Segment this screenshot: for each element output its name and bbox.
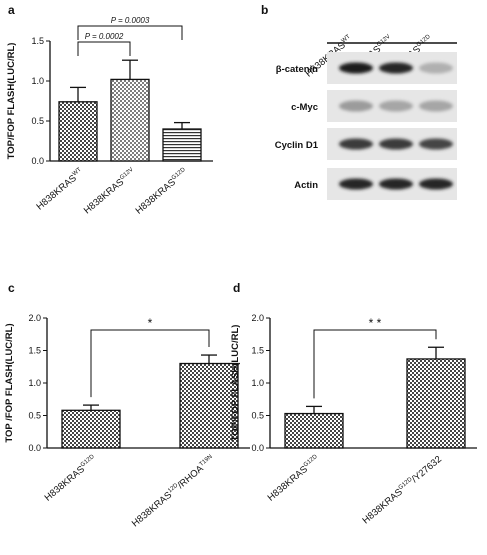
significance-bracket <box>77 41 131 56</box>
y-tick-label: 1.0 <box>28 378 41 388</box>
y-tick-label: 0.0 <box>31 156 44 166</box>
blot-band <box>339 138 373 150</box>
x-tick-label: H838KRASG12D <box>43 453 100 503</box>
panel-letter-d: d <box>233 281 240 295</box>
western-blot-panel-b: H838KRASWTH838KRASG12VH838KRASG12Dβ-cate… <box>275 33 457 200</box>
y-tick-label: 0.5 <box>28 411 41 421</box>
blot-band <box>379 138 413 150</box>
panel-letter-a: a <box>8 3 15 17</box>
y-axis-label: TOP /FOP FLASH(LUC/RL) <box>4 323 15 442</box>
bar <box>179 362 239 449</box>
y-axis-label: TOP/FOP FLASH(LUC/RL) <box>230 325 241 442</box>
y-tick-label: 0.5 <box>31 116 44 126</box>
blot-band <box>419 178 453 190</box>
significance-bracket <box>77 25 183 40</box>
chart-panel-c: 0.0 0.5 1.0 1.5 2.0 TOP /FOP FLASH(LUC/RL) H83… <box>4 313 250 529</box>
blot-band <box>339 100 373 112</box>
chart-panel-a: 0.0 0.5 1.0 1.5 TOP/FOP FLASH(LUC/RL) H838KRA… <box>6 16 213 217</box>
blot-row-label: c-Myc <box>291 102 318 113</box>
bar <box>58 101 98 162</box>
y-tick-label: 0.5 <box>251 411 264 421</box>
blot-row-label: Cyclin D1 <box>275 140 319 151</box>
blot-band <box>419 100 453 112</box>
blot-band <box>379 178 413 190</box>
y-tick-label: 1.5 <box>28 346 41 356</box>
y-tick-label: 1.0 <box>251 378 264 388</box>
panel-letter-c: c <box>8 281 15 295</box>
significance-bracket <box>313 329 437 399</box>
significance-label: P = 0.0002 <box>85 32 124 41</box>
blot-row-label: Actin <box>294 180 318 191</box>
y-axis-label: TOP/FOP FLASH(LUC/RL) <box>6 43 17 160</box>
x-tick-label: H838KRASG12D/Y27632 <box>360 454 443 527</box>
significance-label: * * <box>369 316 382 330</box>
bar <box>162 128 202 162</box>
blot-band <box>419 62 453 74</box>
bar <box>61 409 121 449</box>
blot-band <box>339 62 373 74</box>
significance-bracket <box>90 329 210 398</box>
blot-band <box>339 178 373 190</box>
x-tick-label: H838KRASG12D <box>134 166 191 216</box>
panel-letter-b: b <box>261 3 268 17</box>
significance-label: P = 0.0003 <box>111 16 150 25</box>
bar <box>406 358 466 449</box>
y-tick-label: 0.0 <box>28 443 41 453</box>
x-tick-label: H838KRASG12D <box>266 453 323 503</box>
x-tick-label: H838KRASWT <box>34 167 86 213</box>
blot-band <box>379 100 413 112</box>
blot-row-label: β-catenin <box>276 64 318 75</box>
y-tick-label: 1.5 <box>31 36 44 46</box>
x-tick-label: H838KRAS12D/RHOAT19N <box>130 454 217 530</box>
y-tick-label: 2.0 <box>251 313 264 323</box>
y-tick-label: 1.5 <box>251 346 264 356</box>
y-tick-label: 2.0 <box>28 313 41 323</box>
blot-band <box>419 138 453 150</box>
significance-label: * <box>148 316 153 330</box>
y-tick-label: 1.0 <box>31 76 44 86</box>
blot-band <box>379 62 413 74</box>
y-tick-label: 0.0 <box>251 443 264 453</box>
x-tick-label: H838KRASG12V <box>82 167 138 217</box>
bar <box>110 78 150 162</box>
bar <box>284 412 344 449</box>
chart-panel-d: 0.0 0.5 1.0 1.5 2.0 TOP/FOP FLASH(LUC/RL) H838… <box>230 313 477 526</box>
